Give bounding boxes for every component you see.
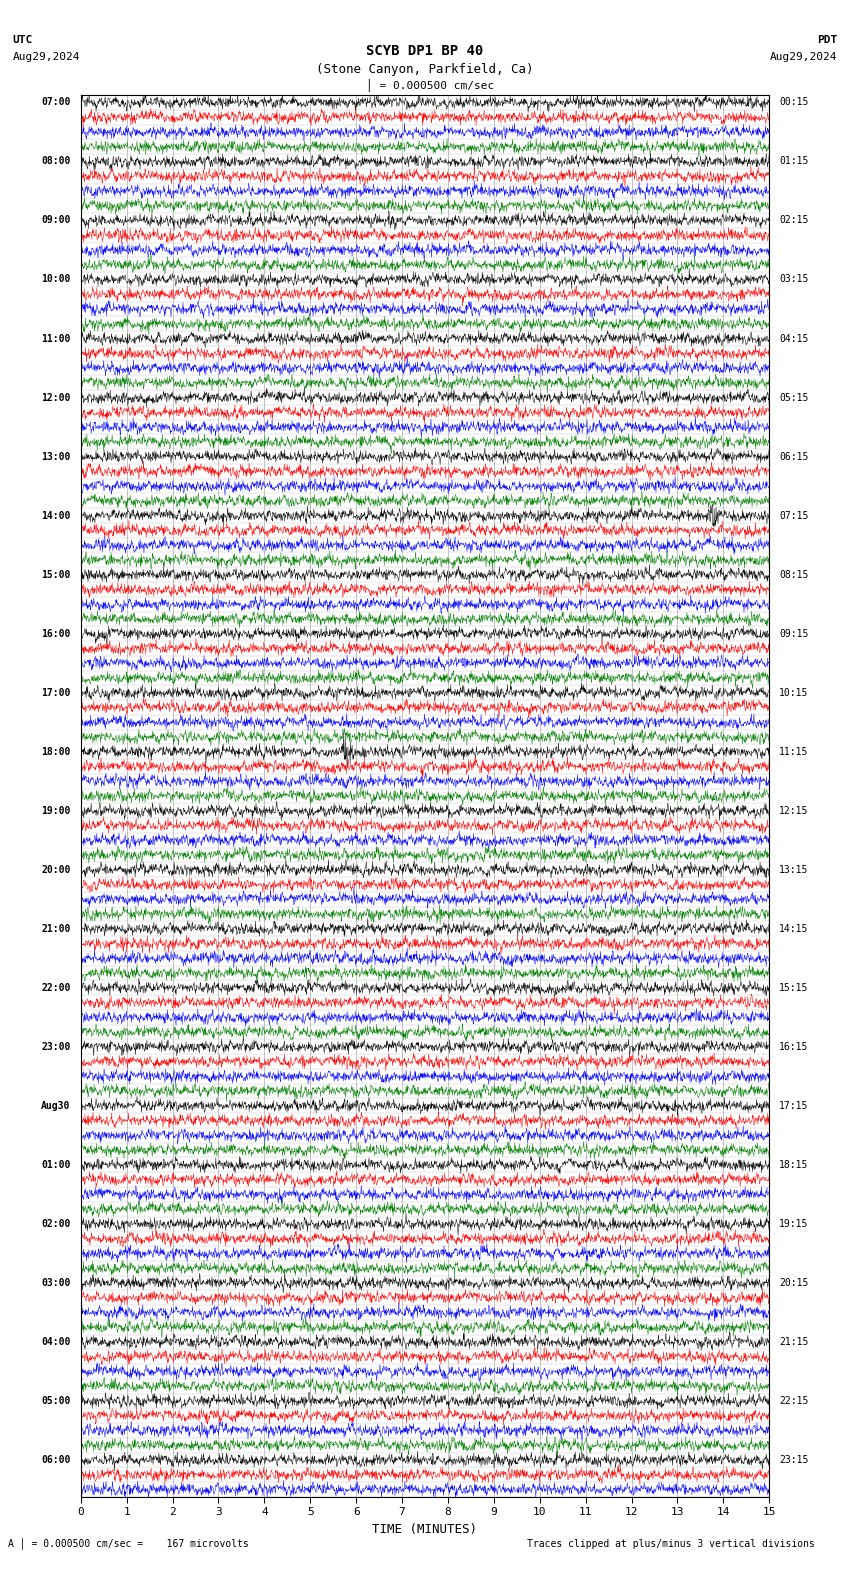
Text: 14:00: 14:00 — [42, 510, 71, 521]
Text: 11:00: 11:00 — [42, 334, 71, 344]
Text: Traces clipped at plus/minus 3 vertical divisions: Traces clipped at plus/minus 3 vertical … — [527, 1540, 815, 1549]
Text: 00:15: 00:15 — [779, 98, 808, 108]
Text: 04:00: 04:00 — [42, 1337, 71, 1346]
Text: 14:15: 14:15 — [779, 923, 808, 933]
Text: 04:15: 04:15 — [779, 334, 808, 344]
Text: 13:00: 13:00 — [42, 451, 71, 461]
Text: 03:00: 03:00 — [42, 1278, 71, 1288]
Text: A │ = 0.000500 cm/sec =    167 microvolts: A │ = 0.000500 cm/sec = 167 microvolts — [8, 1538, 249, 1549]
Text: 13:15: 13:15 — [779, 865, 808, 874]
X-axis label: TIME (MINUTES): TIME (MINUTES) — [372, 1522, 478, 1536]
Text: Aug29,2024: Aug29,2024 — [13, 52, 80, 62]
Text: 23:15: 23:15 — [779, 1456, 808, 1465]
Text: 17:15: 17:15 — [779, 1101, 808, 1110]
Text: Aug29,2024: Aug29,2024 — [770, 52, 837, 62]
Text: UTC: UTC — [13, 35, 33, 44]
Text: 15:15: 15:15 — [779, 982, 808, 993]
Text: 19:15: 19:15 — [779, 1220, 808, 1229]
Text: 01:00: 01:00 — [42, 1159, 71, 1171]
Text: 16:00: 16:00 — [42, 629, 71, 638]
Text: 12:15: 12:15 — [779, 806, 808, 816]
Text: 21:15: 21:15 — [779, 1337, 808, 1346]
Text: 23:00: 23:00 — [42, 1042, 71, 1052]
Text: 07:00: 07:00 — [42, 98, 71, 108]
Text: 22:00: 22:00 — [42, 982, 71, 993]
Text: 21:00: 21:00 — [42, 923, 71, 933]
Text: 10:00: 10:00 — [42, 274, 71, 285]
Text: 01:15: 01:15 — [779, 157, 808, 166]
Text: 17:00: 17:00 — [42, 687, 71, 697]
Text: 18:15: 18:15 — [779, 1159, 808, 1171]
Text: Aug30: Aug30 — [42, 1101, 71, 1110]
Text: 06:15: 06:15 — [779, 451, 808, 461]
Text: 06:00: 06:00 — [42, 1456, 71, 1465]
Text: 08:15: 08:15 — [779, 570, 808, 580]
Text: 10:15: 10:15 — [779, 687, 808, 697]
Text: 09:15: 09:15 — [779, 629, 808, 638]
Text: 20:15: 20:15 — [779, 1278, 808, 1288]
Text: 09:00: 09:00 — [42, 215, 71, 225]
Text: 08:00: 08:00 — [42, 157, 71, 166]
Text: │ = 0.000500 cm/sec: │ = 0.000500 cm/sec — [366, 79, 494, 92]
Text: 19:00: 19:00 — [42, 806, 71, 816]
Text: 05:00: 05:00 — [42, 1396, 71, 1407]
Text: 12:00: 12:00 — [42, 393, 71, 402]
Text: SCYB DP1 BP 40: SCYB DP1 BP 40 — [366, 44, 484, 59]
Text: 02:00: 02:00 — [42, 1220, 71, 1229]
Text: 11:15: 11:15 — [779, 746, 808, 757]
Text: 18:00: 18:00 — [42, 746, 71, 757]
Text: 20:00: 20:00 — [42, 865, 71, 874]
Text: 03:15: 03:15 — [779, 274, 808, 285]
Text: PDT: PDT — [817, 35, 837, 44]
Text: 02:15: 02:15 — [779, 215, 808, 225]
Text: (Stone Canyon, Parkfield, Ca): (Stone Canyon, Parkfield, Ca) — [316, 63, 534, 76]
Text: 07:15: 07:15 — [779, 510, 808, 521]
Text: 22:15: 22:15 — [779, 1396, 808, 1407]
Text: 16:15: 16:15 — [779, 1042, 808, 1052]
Text: 05:15: 05:15 — [779, 393, 808, 402]
Text: 15:00: 15:00 — [42, 570, 71, 580]
